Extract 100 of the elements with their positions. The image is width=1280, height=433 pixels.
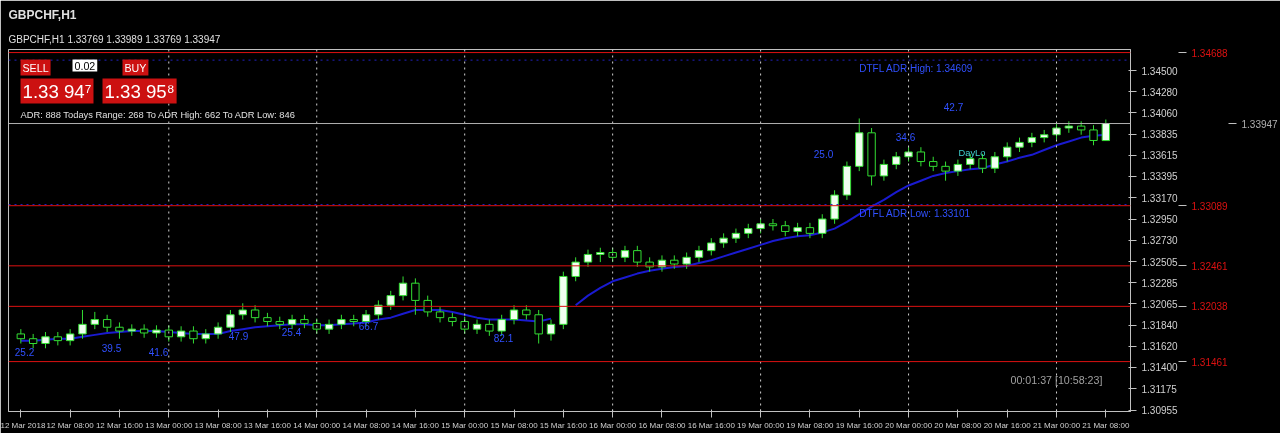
annotation: BUY bbox=[124, 61, 147, 74]
y-tick-label: 1.32730 bbox=[1141, 235, 1179, 247]
candlestick bbox=[818, 213, 827, 239]
candlestick bbox=[534, 309, 543, 345]
candlestick bbox=[1027, 132, 1037, 148]
candlestick bbox=[411, 277, 420, 316]
annotation: 25.4 bbox=[281, 326, 302, 338]
y-tick-label: 1.31175 bbox=[1141, 383, 1178, 395]
x-tick-label: 16 Mar 16:00 bbox=[687, 420, 736, 430]
annotation: 66.7 bbox=[358, 320, 379, 332]
y-tick-label: 1.31620 bbox=[1141, 341, 1179, 353]
annotation: 0.02 bbox=[74, 59, 96, 72]
candlestick bbox=[830, 189, 839, 225]
candlestick bbox=[398, 275, 408, 301]
candlestick bbox=[472, 319, 482, 335]
y-tick-label: 1.33615 bbox=[1141, 150, 1179, 162]
x-tick-label: 16 Mar 08:00 bbox=[638, 420, 687, 430]
x-tick-label: 12 Mar 08:00 bbox=[46, 420, 95, 430]
candlestick bbox=[620, 245, 630, 263]
candlestick bbox=[176, 325, 186, 343]
x-tick-label: 15 Mar 00:00 bbox=[441, 420, 489, 430]
ref-line-label: 1.33089 bbox=[1191, 200, 1229, 212]
x-tick-label: 15 Mar 16:00 bbox=[539, 420, 588, 430]
annotation: 47.9 bbox=[228, 330, 249, 342]
x-tick-label: 12 Mar 16:00 bbox=[95, 420, 144, 430]
candlestick bbox=[990, 151, 1000, 174]
y-tick-label: 1.32505 bbox=[1141, 256, 1179, 268]
candlestick bbox=[65, 328, 75, 346]
x-tick-label: 16 Mar 00:00 bbox=[589, 420, 637, 430]
candlestick bbox=[1064, 120, 1074, 134]
annotation: 42.7 bbox=[943, 101, 964, 113]
candlestick bbox=[213, 321, 223, 340]
x-tick-label: 20 Mar 16:00 bbox=[983, 420, 1032, 430]
candlestick bbox=[139, 323, 149, 339]
y-tick-label: 1.32065 bbox=[1141, 298, 1179, 310]
candlestick bbox=[953, 159, 963, 177]
annotation: 1.33 94⁷ bbox=[22, 80, 92, 102]
annotation: DayLo bbox=[958, 147, 986, 158]
x-tick-label: 21 Mar 08:00 bbox=[1082, 420, 1130, 430]
x-tick-label: 13 Mar 08:00 bbox=[194, 420, 243, 430]
x-tick-label: 13 Mar 00:00 bbox=[145, 420, 193, 430]
candlestick bbox=[102, 314, 112, 333]
candlestick bbox=[879, 159, 889, 182]
candlestick bbox=[78, 309, 87, 340]
x-tick-label: 14 Mar 16:00 bbox=[391, 420, 440, 430]
candlestick bbox=[546, 319, 556, 342]
x-tick-label: 13 Mar 16:00 bbox=[243, 420, 292, 430]
y-tick-label: 1.31400 bbox=[1141, 362, 1179, 374]
candlestick bbox=[1089, 124, 1098, 146]
annotation: 1.33 95⁸ bbox=[104, 80, 175, 102]
candlestick bbox=[916, 146, 926, 167]
candlestick bbox=[694, 245, 704, 263]
x-tick-label: 19 Mar 16:00 bbox=[835, 420, 884, 430]
x-tick-label: 19 Mar 08:00 bbox=[786, 420, 835, 430]
candlestick bbox=[374, 299, 383, 321]
candlestick bbox=[941, 161, 950, 182]
x-tick-label: 14 Mar 08:00 bbox=[342, 420, 391, 430]
x-tick-label: 19 Mar 00:00 bbox=[737, 420, 785, 430]
annotation: 25.2 bbox=[14, 346, 35, 358]
annotation: 25.0 bbox=[813, 148, 834, 160]
annotation: SELL bbox=[22, 61, 49, 74]
x-tick-label: 12 Mar 2018 bbox=[0, 420, 46, 430]
candlestick bbox=[509, 304, 519, 325]
ref-line-label: 1.32461 bbox=[1191, 260, 1229, 272]
x-tick-label: 21 Mar 00:00 bbox=[1032, 420, 1081, 430]
candlestick bbox=[805, 222, 815, 239]
x-tick-label: 15 Mar 08:00 bbox=[490, 420, 539, 430]
candlestick bbox=[768, 218, 778, 231]
chart-title: GBPCHF,H1 bbox=[8, 7, 77, 22]
y-tick-label: 1.30955 bbox=[1141, 405, 1179, 417]
x-tick-label: 14 Mar 00:00 bbox=[293, 420, 341, 430]
candlestick bbox=[386, 290, 395, 311]
candlestick bbox=[435, 306, 445, 323]
x-tick-label: 20 Mar 00:00 bbox=[885, 420, 933, 430]
y-tick-label: 1.33395 bbox=[1141, 171, 1179, 183]
chart-subtitle: GBPCHF,H1 1.33769 1.33989 1.33769 1.33947 bbox=[8, 33, 221, 45]
annotation: DTFL ADR High: 1.34609 bbox=[859, 63, 973, 75]
y-tick-label: 1.34500 bbox=[1141, 65, 1179, 77]
candlestick bbox=[1003, 141, 1012, 163]
ref-line-label: 1.34688 bbox=[1191, 47, 1229, 59]
candlestick bbox=[633, 245, 642, 268]
annotation: 00:01:37 [10:58:23] bbox=[1010, 373, 1103, 386]
candlestick bbox=[1101, 119, 1111, 142]
y-tick-label: 1.34280 bbox=[1141, 86, 1179, 98]
annotation: 82.1 bbox=[493, 332, 514, 344]
y-tick-label: 1.33170 bbox=[1141, 192, 1179, 204]
annotation: 34.6 bbox=[895, 131, 916, 143]
ref-line-label: 1.31461 bbox=[1191, 356, 1229, 368]
y-tick-label: 1.34060 bbox=[1141, 107, 1179, 119]
x-tick-label: 20 Mar 08:00 bbox=[934, 420, 983, 430]
y-tick-label: 1.32285 bbox=[1141, 277, 1179, 289]
annotation: 39.5 bbox=[101, 342, 122, 354]
ref-line-label: 1.32038 bbox=[1191, 301, 1229, 313]
y-tick-label: 1.33835 bbox=[1141, 129, 1179, 141]
candlestick bbox=[287, 314, 297, 330]
annotation: 41.6 bbox=[148, 346, 169, 358]
candlestick bbox=[324, 319, 334, 335]
y-tick-label: 1.31840 bbox=[1141, 320, 1179, 332]
candlestick bbox=[731, 228, 741, 244]
candlestick bbox=[571, 256, 580, 282]
